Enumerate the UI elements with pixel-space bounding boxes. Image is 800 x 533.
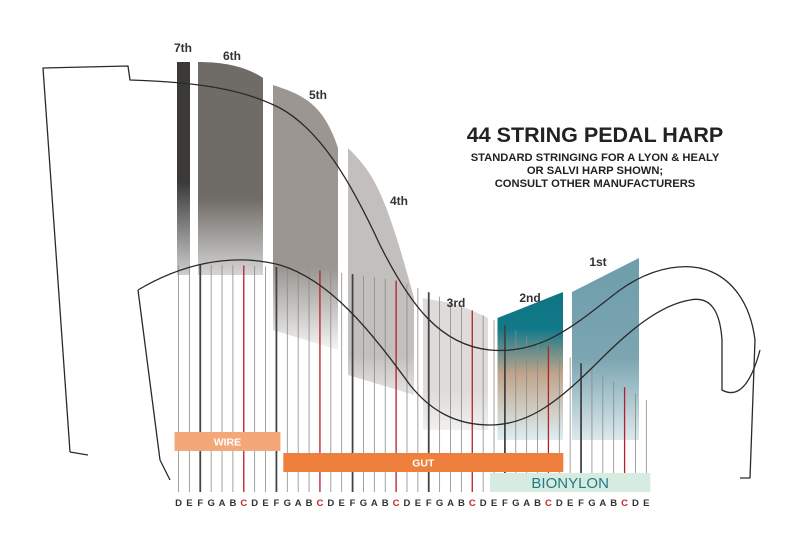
diagram-subtitle-line-3: CONSULT OTHER MANUFACTURERS — [495, 178, 696, 190]
octave-label-4th: 4th — [390, 194, 408, 208]
note-label: E — [186, 498, 192, 509]
note-label: B — [229, 498, 236, 509]
note-label: A — [599, 498, 606, 509]
note-label: D — [632, 498, 639, 509]
note-label: B — [382, 498, 389, 509]
diagram-title: 44 STRING PEDAL HARP — [467, 123, 723, 147]
octave-panel-fade — [177, 182, 190, 300]
note-label: C — [317, 498, 324, 509]
note-label: F — [274, 498, 280, 509]
octave-label-5th: 5th — [309, 88, 327, 102]
note-label: C — [621, 498, 628, 509]
note-label: F — [578, 498, 584, 509]
note-label: G — [588, 498, 595, 509]
note-label: A — [219, 498, 226, 509]
material-bar-gut — [283, 453, 564, 472]
note-label: E — [339, 498, 345, 509]
note-label: B — [610, 498, 617, 509]
note-label: A — [371, 498, 378, 509]
note-label: A — [295, 498, 302, 509]
octave-panel-fade — [423, 390, 488, 455]
material-bars: WIRE GUT BIONYLON — [174, 432, 651, 492]
note-label: E — [567, 498, 573, 509]
note-label: C — [545, 498, 552, 509]
octave-label-3rd: 3rd — [447, 296, 466, 310]
harp-outline — [42, 65, 761, 481]
octave-panel-1st — [572, 258, 639, 440]
note-label: A — [523, 498, 530, 509]
title-block: 44 STRING PEDAL HARP STANDARD STRINGING … — [467, 123, 723, 190]
note-label: D — [556, 498, 563, 509]
octave-label-1st: 1st — [589, 255, 606, 269]
note-label: C — [240, 498, 247, 509]
note-label: F — [502, 498, 508, 509]
note-label: A — [447, 498, 454, 509]
octave-label-6th: 6th — [223, 49, 241, 63]
material-label-gut: GUT — [412, 457, 435, 469]
octave-panel-4th — [348, 148, 414, 395]
note-label: E — [262, 498, 268, 509]
note-label: F — [350, 498, 356, 509]
note-label: E — [491, 498, 497, 509]
material-bar-wire — [174, 432, 281, 451]
note-label: D — [480, 498, 487, 509]
note-label: B — [534, 498, 541, 509]
note-label: D — [251, 498, 258, 509]
octave-panel-2nd — [497, 292, 563, 440]
note-label: D — [327, 498, 334, 509]
note-label: C — [393, 498, 400, 509]
note-label: C — [469, 498, 476, 509]
material-bar-bionylon — [490, 473, 651, 492]
note-label: E — [415, 498, 421, 509]
note-label: F — [426, 498, 432, 509]
note-label: F — [197, 498, 203, 509]
note-label: E — [643, 498, 649, 509]
harp-base-outline — [69, 451, 89, 456]
diagram-subtitle-line-1: STANDARD STRINGING FOR A LYON & HEALY — [471, 152, 720, 164]
note-label: D — [175, 498, 182, 509]
diagram-subtitle-line-2: OR SALVI HARP SHOWN; — [527, 165, 663, 177]
note-label: G — [360, 498, 367, 509]
note-label: D — [404, 498, 411, 509]
material-label-wire: WIRE — [214, 436, 241, 448]
harp-neck-outline — [42, 65, 756, 479]
note-label: G — [436, 498, 443, 509]
octave-panel-fade — [198, 198, 263, 300]
octave-panel-fade — [273, 268, 338, 355]
note-label: B — [306, 498, 313, 509]
note-label: G — [207, 498, 214, 509]
note-label: G — [512, 498, 519, 509]
octave-panels — [177, 62, 639, 455]
harp-body-outline — [137, 259, 761, 426]
note-label: G — [284, 498, 291, 509]
octave-label-7th: 7th — [174, 41, 192, 55]
material-label-bionylon: BIONYLON — [531, 475, 609, 492]
octave-labels: 7th 6th 5th 4th 3rd 2nd 1st — [174, 41, 607, 310]
note-label: B — [458, 498, 465, 509]
harp-column-outline — [137, 289, 171, 481]
octave-panel-fade — [348, 355, 414, 420]
octave-label-2nd: 2nd — [519, 291, 540, 305]
